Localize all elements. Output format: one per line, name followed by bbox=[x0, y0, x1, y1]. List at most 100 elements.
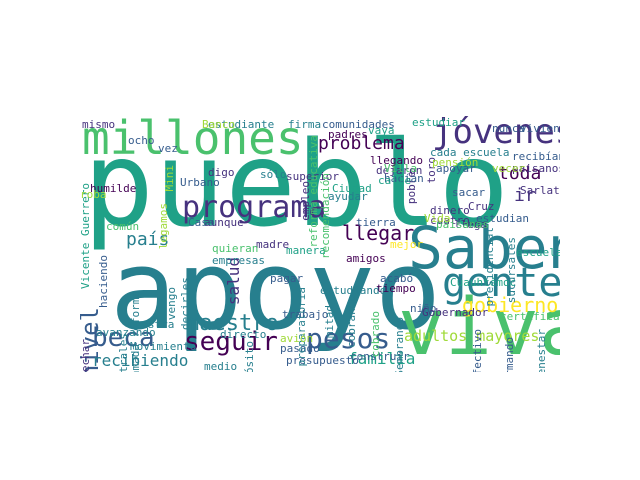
cloud-word: Mini bbox=[163, 165, 176, 192]
cloud-word: trabajo bbox=[282, 308, 329, 321]
cloud-word: seguir bbox=[184, 327, 278, 357]
cloud-word: legamos bbox=[157, 203, 170, 250]
cloud-word: mejor bbox=[390, 238, 424, 251]
cloud-word: gobierno bbox=[462, 293, 559, 317]
cloud-word: ocho bbox=[128, 134, 155, 147]
cloud-word: apoyo bbox=[110, 226, 442, 354]
cloud-word: común bbox=[106, 220, 140, 233]
cloud-word: nunca bbox=[492, 122, 526, 135]
cloud-word: recomendación bbox=[319, 173, 332, 260]
cloud-word: Bienestar bbox=[535, 329, 548, 372]
cloud-word: superior bbox=[286, 170, 339, 183]
cloud-word: estudiante bbox=[208, 118, 275, 131]
cloud-word: llegar bbox=[342, 221, 415, 245]
cloud-word: Casa bbox=[188, 216, 215, 229]
cloud-word: calle bbox=[378, 174, 412, 187]
cloud-word: vecer bbox=[492, 162, 526, 175]
cloud-word: mitad bbox=[323, 305, 336, 339]
cloud-word: mismo bbox=[82, 118, 116, 131]
cloud-word: haciendo bbox=[97, 255, 110, 308]
cloud-word: presupuesto bbox=[286, 354, 359, 367]
cloud-word: Villa bbox=[384, 162, 418, 175]
cloud-word: escuela bbox=[516, 246, 560, 259]
cloud-word: maestra bbox=[128, 318, 175, 331]
cloud-word: firmando bbox=[503, 337, 516, 372]
cloud-word: Gobernador bbox=[422, 306, 489, 319]
cloud-word: llegando bbox=[370, 154, 423, 167]
cloud-word: manera bbox=[286, 244, 326, 257]
cloud-word: vengo bbox=[165, 287, 178, 321]
cloud-word: adultos mayores bbox=[404, 327, 540, 345]
cloud-word: Sarlat bbox=[520, 184, 560, 197]
cloud-word: beca bbox=[92, 323, 155, 353]
cloud-word: Movimiento bbox=[130, 340, 197, 353]
cloud-word: jóvenes bbox=[432, 112, 560, 152]
cloud-word: aunque bbox=[204, 216, 244, 229]
cloud-word: gente bbox=[442, 260, 560, 306]
word-cloud: puebloapoyovivaSaben millones jóvenes gente… bbox=[80, 107, 560, 372]
cloud-word: madre bbox=[256, 238, 290, 251]
cloud-word: propósito bbox=[243, 341, 256, 372]
cloud-word: padres bbox=[328, 128, 368, 141]
cloud-word: llega bbox=[454, 218, 488, 231]
cloud-word: sucursales bbox=[505, 237, 518, 304]
cloud-word: pasado bbox=[280, 342, 320, 355]
cloud-word: toda bbox=[498, 163, 542, 184]
cloud-word: familia bbox=[348, 349, 416, 368]
cloud-word: paisanas bbox=[436, 218, 489, 231]
cloud-word: Vida bbox=[424, 212, 451, 225]
cloud-word: vez bbox=[158, 142, 178, 155]
cloud-word: estudian bbox=[476, 212, 529, 225]
cloud-word: Ciudad bbox=[332, 182, 372, 195]
cloud-word: pagar bbox=[270, 272, 304, 285]
cloud-word: construir bbox=[350, 350, 410, 363]
cloud-word: hacían bbox=[384, 172, 424, 185]
cloud-word: programa bbox=[182, 190, 327, 225]
cloud-word: sólo bbox=[260, 168, 287, 181]
cloud-word: Urbano bbox=[180, 176, 220, 189]
cloud-word: avanzando bbox=[96, 326, 156, 339]
cloud-word: certificado bbox=[500, 310, 560, 323]
cloud-word: cada escuela bbox=[430, 146, 510, 159]
cloud-word: niño bbox=[410, 302, 437, 315]
cloud-word: apoyar bbox=[436, 162, 476, 175]
cloud-word: ir bbox=[514, 185, 536, 206]
cloud-word: viva bbox=[398, 283, 560, 372]
cloud-word: empresas bbox=[212, 254, 265, 267]
cloud-word: presidencial bbox=[483, 227, 496, 307]
cloud-word: tiempo bbox=[376, 282, 416, 295]
cloud-word: digo bbox=[208, 166, 235, 179]
cloud-word: Cuauhtémoc bbox=[450, 276, 517, 289]
cloud-word: firma bbox=[288, 118, 322, 131]
cloud-word: ayudar bbox=[328, 190, 368, 203]
cloud-word: amigos bbox=[346, 252, 386, 265]
cloud-word: estudiar bbox=[412, 116, 465, 129]
cloud-word: avión bbox=[280, 332, 314, 345]
cloud-word: vaya bbox=[368, 124, 395, 137]
cloud-word: problema bbox=[318, 133, 405, 154]
cloud-word: Banco bbox=[202, 118, 236, 131]
cloud-word: dinero bbox=[430, 204, 470, 217]
cloud-word: acabó bbox=[380, 272, 414, 285]
cloud-word: vivienda bbox=[520, 122, 560, 135]
cloud-word: decirles bbox=[179, 277, 192, 330]
cloud-word: pensión bbox=[432, 156, 479, 169]
cloud-word: medio bbox=[204, 360, 238, 372]
cloud-word: cobrado bbox=[369, 311, 382, 358]
cloud-word: Sembrando bbox=[393, 317, 406, 372]
cloud-word: cobrando bbox=[345, 295, 358, 348]
cloud-word: sacar bbox=[452, 186, 486, 199]
cloud-word: cuatro bbox=[430, 214, 470, 227]
cloud-word: efectivo bbox=[471, 329, 484, 372]
cloud-word: comunidades bbox=[322, 118, 395, 131]
cloud-word: Saben bbox=[408, 214, 560, 282]
cloud-word: estudiando bbox=[320, 284, 387, 297]
cloud-word: bimestrales bbox=[117, 333, 130, 372]
cloud-word: Cruz bbox=[468, 200, 495, 213]
cloud-word: recibiendo bbox=[92, 351, 189, 370]
cloud-word: quieran bbox=[212, 242, 259, 255]
cloud-word: paisanos bbox=[512, 162, 560, 175]
cloud-word: dejaron bbox=[376, 164, 423, 177]
cloud-word: reforma educativa bbox=[307, 135, 320, 248]
cloud-word: preparatoria bbox=[295, 287, 308, 367]
